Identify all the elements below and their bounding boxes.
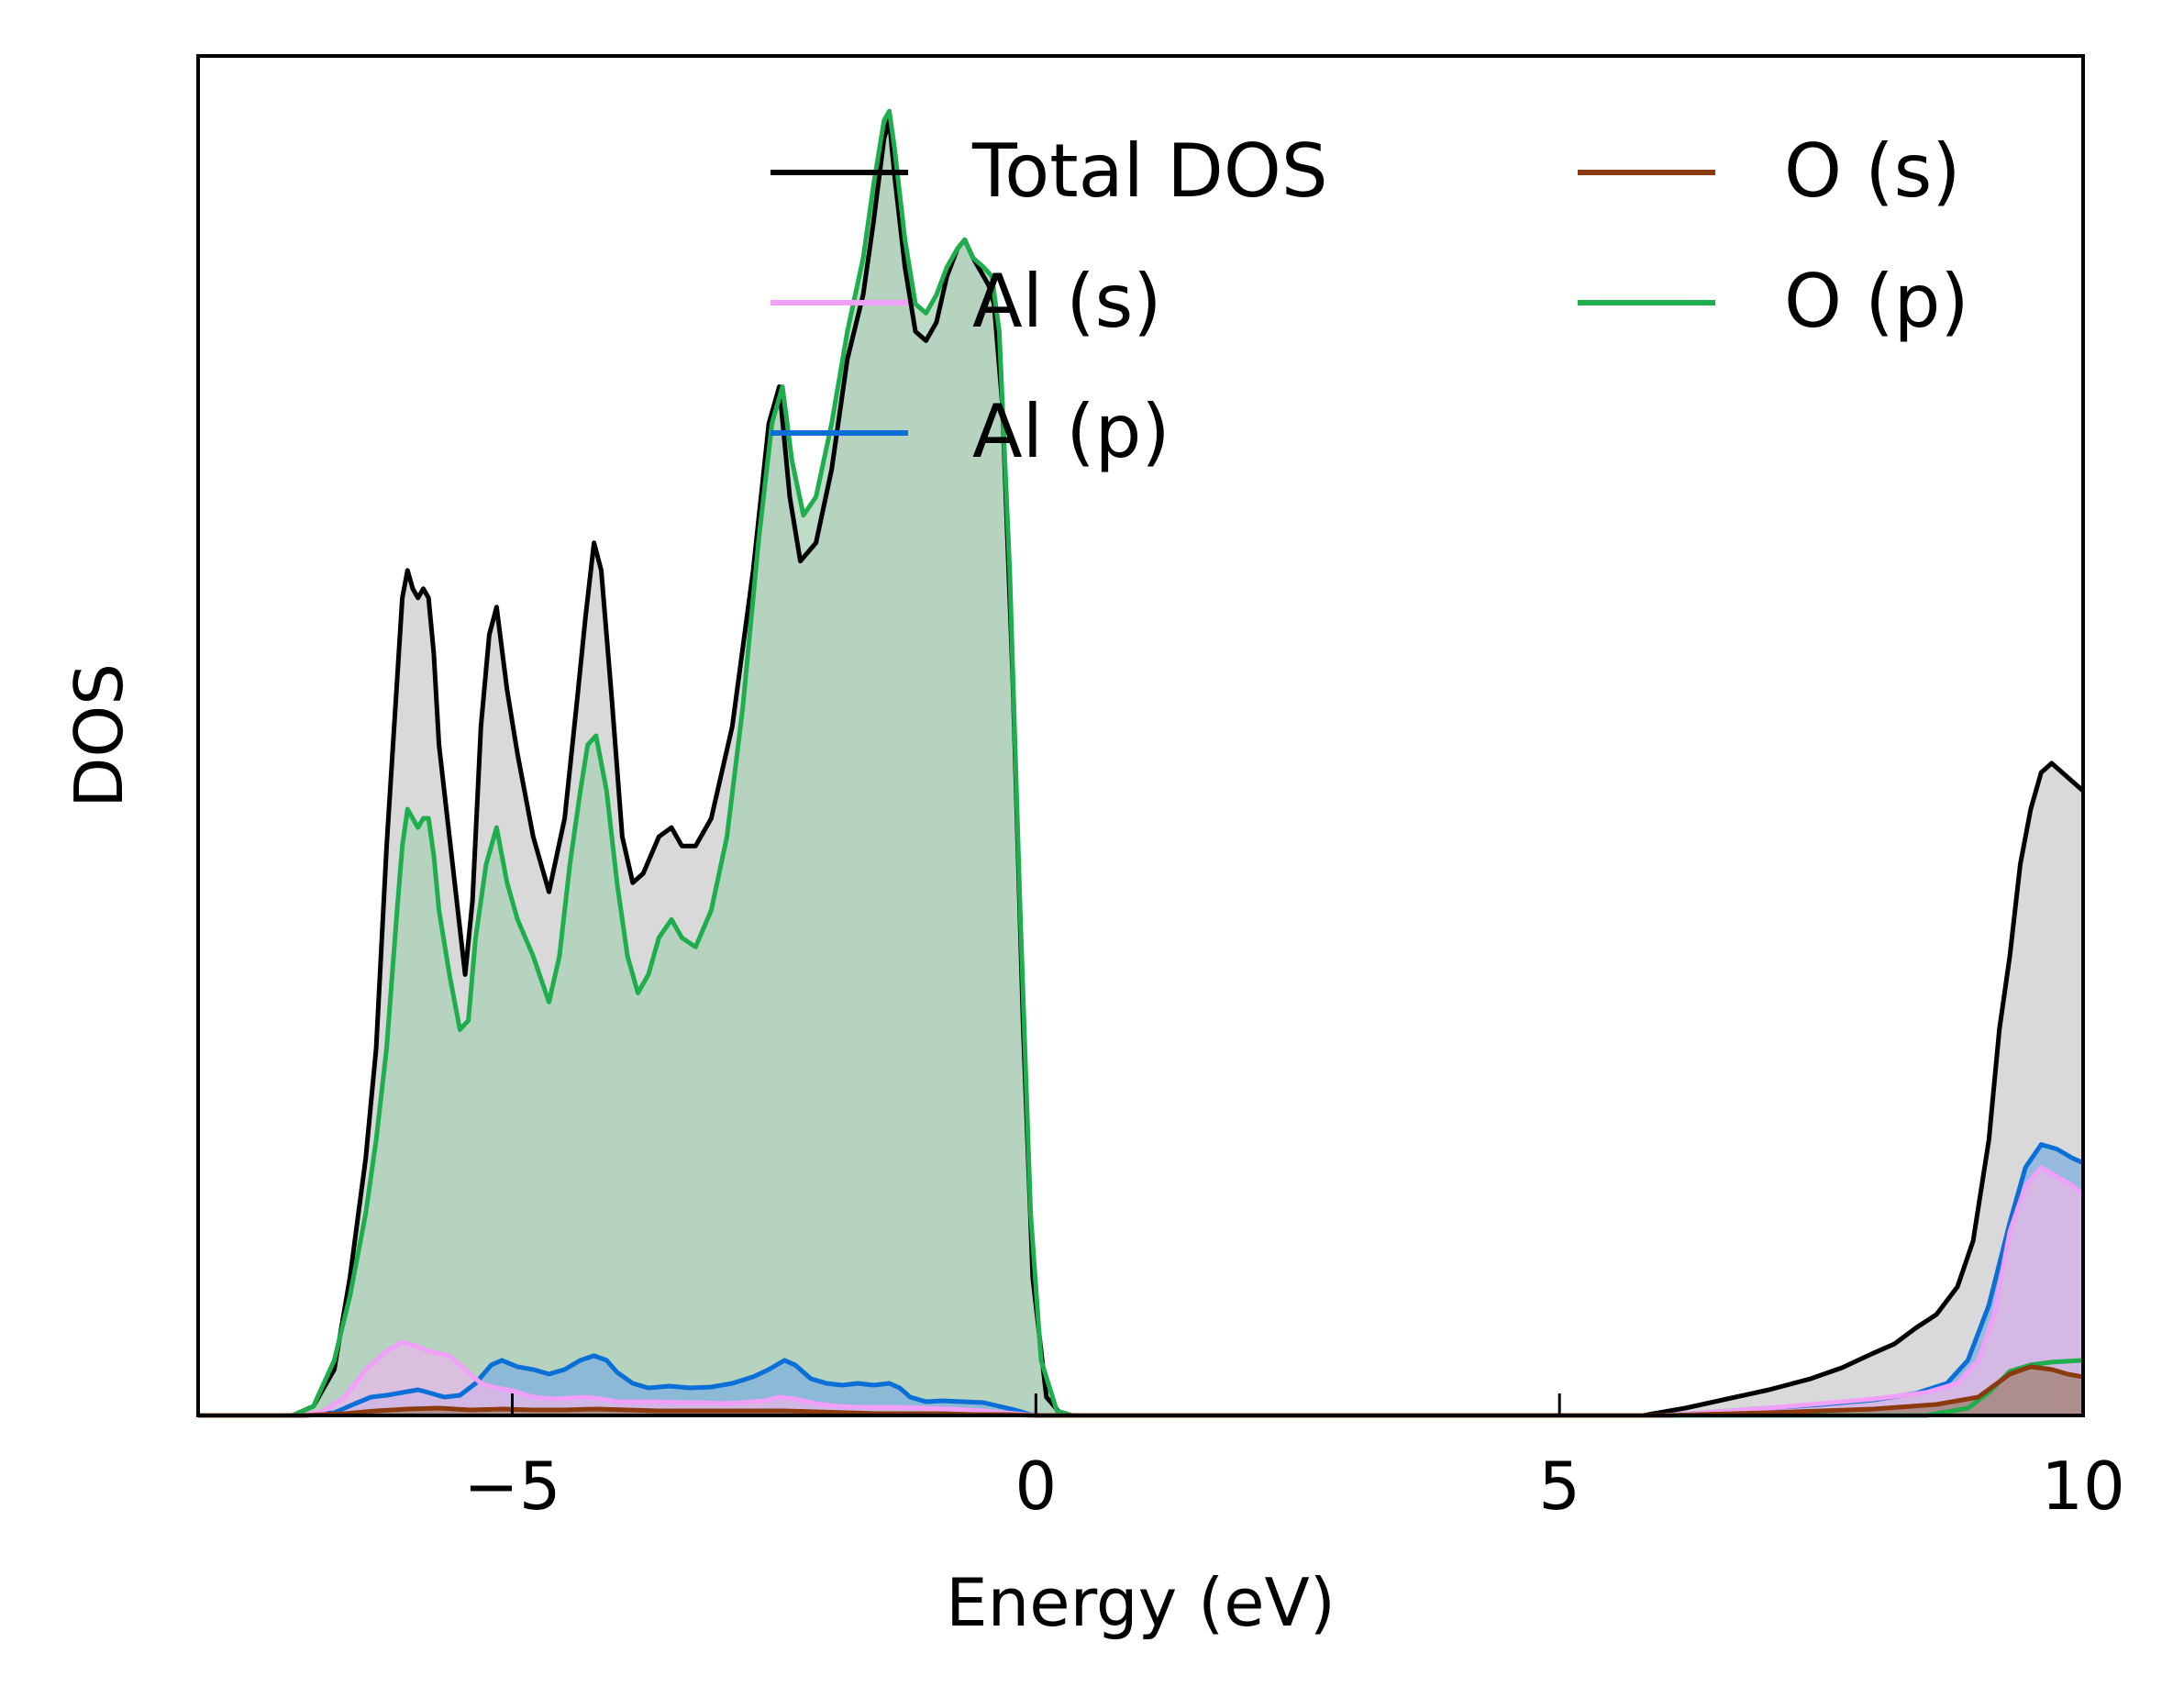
y-axis-label: DOS — [61, 663, 138, 808]
legend-label-al-s: Al (s) — [972, 259, 1161, 344]
plot-frame — [196, 54, 2085, 1417]
x-axis-ticks: −5 0 5 10 — [463, 1393, 2125, 1525]
x-tick-label: −5 — [463, 1448, 560, 1525]
x-axis-label: Energy (eV) — [946, 1564, 1336, 1641]
line-o-s — [198, 1364, 2084, 1418]
x-tick-label: 10 — [2041, 1448, 2125, 1525]
x-tick-label: 5 — [1538, 1448, 1580, 1525]
plot-layers — [198, 108, 2085, 1418]
legend-label-o-s: O (s) — [1784, 128, 1961, 214]
line-o-p — [198, 108, 2084, 1418]
line-al-s — [198, 1165, 2085, 1418]
legend: Total DOS Al (s) Al (p) O (s) O (p) — [770, 128, 1969, 474]
legend-label-total-dos: Total DOS — [971, 128, 1328, 214]
x-tick-label: 0 — [1014, 1448, 1057, 1525]
line-total-dos — [198, 117, 2085, 1418]
area-o-p — [198, 111, 2083, 1416]
legend-label-al-p: Al (p) — [972, 389, 1170, 474]
legend-label-o-p: O (p) — [1784, 259, 1969, 344]
area-al-s — [198, 1167, 2083, 1415]
